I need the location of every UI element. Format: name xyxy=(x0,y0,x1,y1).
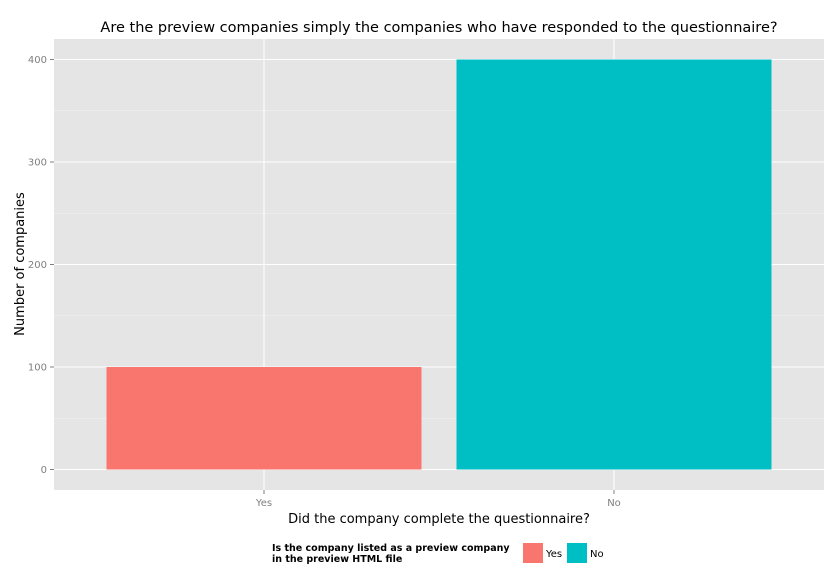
bar-yes xyxy=(106,367,422,470)
legend-label-yes: Yes xyxy=(545,549,562,560)
y-tick-label: 200 xyxy=(28,260,47,271)
y-axis-ticks: 0 100 200 300 400 xyxy=(28,55,54,476)
legend-title-line2: in the preview HTML file xyxy=(272,554,402,565)
legend-entries: Yes No xyxy=(523,543,604,563)
legend-title-line1: Is the company listed as a preview compa… xyxy=(272,543,510,554)
bars xyxy=(106,59,772,470)
legend-swatch-no xyxy=(567,543,587,563)
x-axis-ticks: Yes No xyxy=(255,490,621,509)
y-tick-label: 400 xyxy=(28,55,47,66)
y-tick-label: 300 xyxy=(28,158,47,169)
chart-title: Are the preview companies simply the com… xyxy=(100,20,777,36)
x-axis-title: Did the company complete the questionnai… xyxy=(288,512,590,527)
y-axis-title: Number of companies xyxy=(13,192,28,336)
y-tick-label: 0 xyxy=(41,465,47,476)
x-tick-label: No xyxy=(607,498,621,509)
legend: Is the company listed as a preview compa… xyxy=(272,543,604,565)
legend-swatch-yes xyxy=(523,543,543,563)
y-tick-label: 100 xyxy=(28,363,47,374)
x-tick-label: Yes xyxy=(255,498,272,509)
legend-label-no: No xyxy=(590,549,604,560)
bar-no xyxy=(456,59,772,470)
